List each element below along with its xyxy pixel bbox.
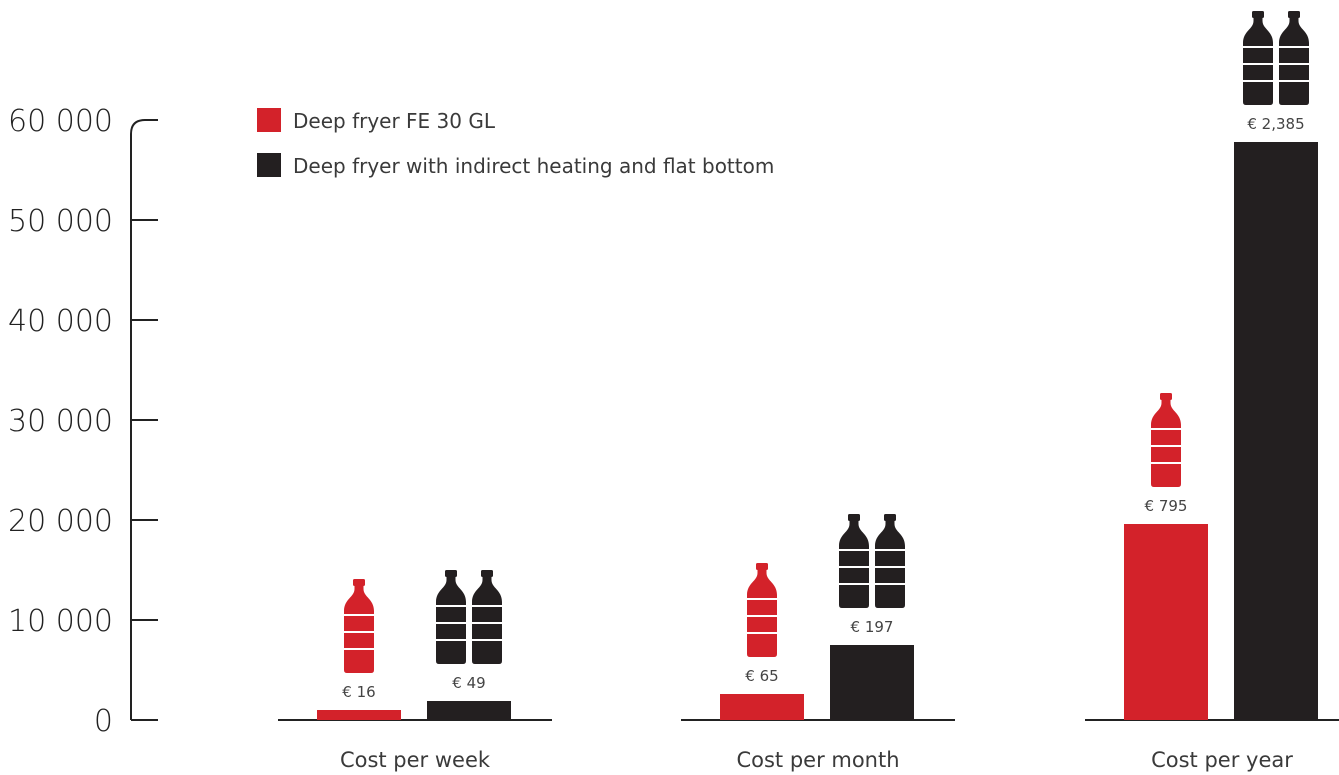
legend-label-series-1: Deep fryer FE 30 GL xyxy=(293,109,496,133)
legend-label-series-2: Deep fryer with indirect heating and fla… xyxy=(293,154,774,178)
bottle-icon xyxy=(875,514,905,608)
bottle-icon xyxy=(1279,11,1309,105)
bar xyxy=(1234,142,1318,720)
y-tick-label: 50 000 xyxy=(8,204,113,239)
bar xyxy=(317,710,401,720)
bottle-icon xyxy=(839,514,869,608)
bar xyxy=(427,701,511,720)
bar xyxy=(720,694,804,720)
bar-value-label: € 65 xyxy=(745,667,778,685)
bar xyxy=(1124,524,1208,720)
bar-value-label: € 16 xyxy=(342,683,375,701)
y-tick-label: 0 xyxy=(94,704,113,739)
y-tick-label: 30 000 xyxy=(8,404,113,439)
y-axis-line xyxy=(130,119,158,720)
bottle-icon xyxy=(1151,393,1181,487)
bar-value-label: € 795 xyxy=(1145,497,1188,515)
bar-group: Cost per week € 16 € 49 xyxy=(278,570,552,772)
y-tick-label: 10 000 xyxy=(8,604,113,639)
bar-value-label: € 49 xyxy=(452,674,485,692)
bar-value-label: € 197 xyxy=(851,618,894,636)
bar-groups: Cost per week € 16 € 49 Cost per month € 65 €… xyxy=(278,11,1339,772)
legend-swatch-series-1 xyxy=(257,108,281,132)
bar-group: Cost per year € 795 € 2,385 xyxy=(1085,11,1339,772)
y-tick-label: 60 000 xyxy=(8,104,113,139)
bottle-icon xyxy=(436,570,466,664)
y-tick-label: 40 000 xyxy=(8,304,113,339)
y-axis: 0 10 000 20 000 30 000 40 000 50 000 60 000 xyxy=(8,104,158,739)
bottle-icon xyxy=(344,579,374,673)
x-category-label: Cost per month xyxy=(736,748,899,772)
legend-swatch-series-2 xyxy=(257,153,281,177)
x-category-label: Cost per week xyxy=(340,748,491,772)
x-category-label: Cost per year xyxy=(1151,748,1293,772)
legend: Deep fryer FE 30 GL Deep fryer with indi… xyxy=(257,108,774,178)
bottle-icon xyxy=(1243,11,1273,105)
y-tick-label: 20 000 xyxy=(8,504,113,539)
bottle-icon xyxy=(747,563,777,657)
bottle-icon xyxy=(472,570,502,664)
bar xyxy=(830,645,914,720)
bar-value-label: € 2,385 xyxy=(1247,115,1304,133)
bar-group: Cost per month € 65 € 197 xyxy=(681,514,955,772)
